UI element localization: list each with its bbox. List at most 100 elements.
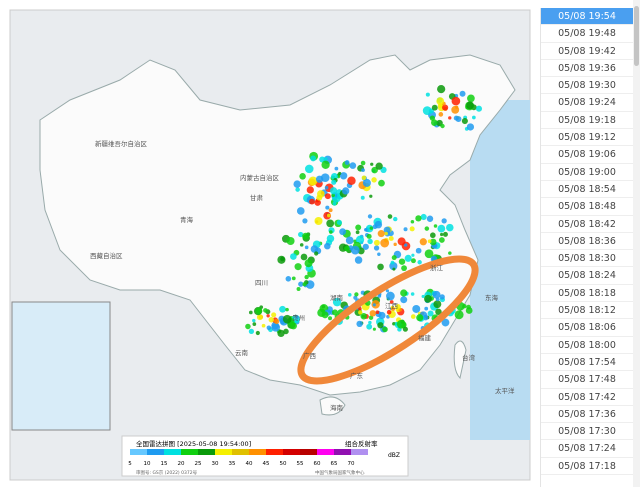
echo bbox=[377, 252, 381, 256]
time-item[interactable]: 05/08 18:42 bbox=[541, 216, 633, 233]
echo bbox=[304, 274, 309, 280]
echo bbox=[416, 314, 424, 322]
time-item[interactable]: 05/08 18:06 bbox=[541, 319, 633, 337]
echo bbox=[412, 305, 421, 313]
level-label: 5 bbox=[128, 461, 132, 467]
echo bbox=[339, 172, 348, 180]
echo bbox=[286, 236, 295, 245]
echo bbox=[362, 243, 369, 250]
scroll-thumb[interactable] bbox=[634, 6, 639, 66]
echo bbox=[368, 315, 374, 320]
color-swatch bbox=[215, 449, 232, 455]
echo bbox=[279, 305, 286, 313]
echo bbox=[326, 219, 335, 228]
time-item[interactable]: 05/08 18:36 bbox=[541, 233, 633, 251]
time-item[interactable]: 05/08 18:30 bbox=[541, 250, 633, 268]
echo bbox=[356, 320, 363, 328]
echo bbox=[296, 287, 301, 291]
echo bbox=[321, 160, 330, 169]
time-item[interactable]: 05/08 19:12 bbox=[541, 129, 633, 147]
echo bbox=[332, 297, 342, 307]
place-label: 内蒙古自治区 bbox=[240, 173, 280, 182]
echo bbox=[245, 323, 251, 330]
echo bbox=[371, 166, 378, 174]
echo bbox=[435, 308, 442, 316]
scrollbar[interactable] bbox=[633, 0, 640, 487]
echo bbox=[354, 256, 363, 264]
echo bbox=[446, 223, 454, 232]
time-item[interactable]: 05/08 17:42 bbox=[541, 389, 633, 406]
echo bbox=[373, 245, 380, 251]
hainan bbox=[319, 396, 346, 416]
echo bbox=[347, 176, 356, 186]
echo bbox=[309, 198, 315, 205]
time-item[interactable]: 05/08 18:12 bbox=[541, 302, 633, 320]
time-item[interactable]: 05/08 19:36 bbox=[541, 60, 633, 78]
time-item[interactable]: 05/08 19:24 bbox=[541, 94, 633, 112]
level-label: 60 bbox=[314, 461, 321, 467]
time-item[interactable]: 05/08 19:00 bbox=[541, 164, 633, 181]
echo bbox=[390, 306, 396, 312]
time-item[interactable]: 05/08 18:00 bbox=[541, 337, 633, 354]
level-label: 35 bbox=[229, 461, 236, 467]
time-item[interactable]: 05/08 17:24 bbox=[541, 440, 633, 458]
echo bbox=[421, 294, 425, 299]
legend-box bbox=[121, 435, 409, 477]
echo bbox=[427, 239, 432, 244]
echo bbox=[355, 224, 362, 231]
echo bbox=[324, 185, 329, 190]
echo bbox=[396, 319, 406, 329]
echo bbox=[382, 326, 388, 333]
south-sea-inset bbox=[11, 301, 111, 431]
time-item[interactable]: 05/08 19:48 bbox=[541, 25, 633, 43]
echo bbox=[324, 157, 328, 161]
color-swatch bbox=[249, 449, 266, 455]
echo bbox=[360, 312, 368, 320]
time-item[interactable]: 05/08 19:18 bbox=[541, 112, 633, 130]
echo bbox=[437, 224, 446, 233]
echo bbox=[441, 218, 447, 224]
echo bbox=[442, 231, 448, 237]
time-item[interactable]: 05/08 17:48 bbox=[541, 371, 633, 389]
echo bbox=[377, 263, 384, 271]
echo bbox=[377, 230, 385, 238]
echo bbox=[388, 235, 394, 241]
echo bbox=[377, 322, 384, 329]
echo bbox=[437, 85, 446, 94]
taiwan bbox=[453, 340, 467, 380]
echo bbox=[277, 329, 285, 338]
echo bbox=[375, 310, 380, 315]
time-item[interactable]: 05/08 19:06 bbox=[541, 146, 633, 164]
echo bbox=[266, 314, 270, 318]
place-label: 青海 bbox=[180, 215, 194, 224]
echo bbox=[266, 325, 272, 331]
echo bbox=[441, 318, 450, 327]
echo bbox=[319, 156, 326, 163]
echo bbox=[403, 227, 408, 232]
time-item[interactable]: 05/08 19:30 bbox=[541, 77, 633, 95]
echo bbox=[427, 310, 434, 317]
place-label: 广西 bbox=[303, 351, 317, 360]
time-item[interactable]: 05/08 19:42 bbox=[541, 43, 633, 60]
echo bbox=[331, 309, 338, 316]
time-item[interactable]: 05/08 18:24 bbox=[541, 267, 633, 285]
color-swatch bbox=[266, 449, 283, 455]
echo bbox=[304, 259, 313, 268]
time-item[interactable]: 05/08 18:48 bbox=[541, 198, 633, 216]
echo bbox=[361, 175, 367, 181]
echo bbox=[424, 226, 430, 231]
echo bbox=[439, 237, 445, 243]
echo bbox=[380, 238, 390, 248]
time-item[interactable]: 05/08 18:18 bbox=[541, 285, 633, 303]
time-item[interactable]: 05/08 18:54 bbox=[541, 181, 633, 199]
time-item[interactable]: 05/08 17:36 bbox=[541, 406, 633, 424]
time-item[interactable]: 05/08 17:18 bbox=[541, 458, 633, 476]
place-label: 江西 bbox=[385, 302, 399, 310]
time-item[interactable]: 05/08 19:54 bbox=[541, 8, 633, 26]
time-item[interactable]: 05/08 17:30 bbox=[541, 423, 633, 441]
echo bbox=[466, 304, 471, 310]
time-item[interactable]: 05/08 17:54 bbox=[541, 354, 633, 372]
echo bbox=[317, 190, 325, 198]
echo bbox=[369, 226, 374, 230]
